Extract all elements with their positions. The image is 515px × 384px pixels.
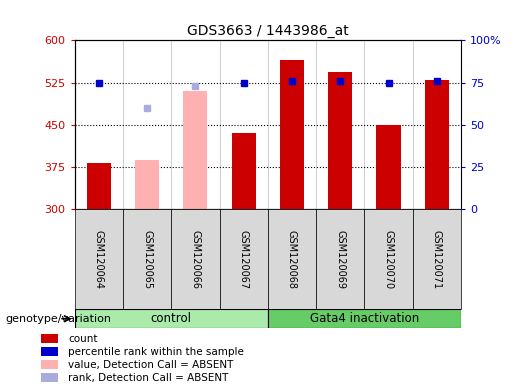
Bar — [219, 209, 268, 309]
Bar — [75, 209, 123, 309]
Text: control: control — [151, 312, 192, 325]
Bar — [268, 209, 316, 309]
Text: Gata4 inactivation: Gata4 inactivation — [310, 312, 419, 325]
Bar — [171, 209, 219, 309]
Bar — [41, 348, 58, 356]
Bar — [268, 309, 461, 328]
Text: percentile rank within the sample: percentile rank within the sample — [68, 347, 245, 357]
Bar — [41, 373, 58, 382]
Bar — [328, 73, 352, 209]
Text: GSM120069: GSM120069 — [335, 230, 345, 289]
Text: GSM120067: GSM120067 — [238, 230, 249, 289]
Text: GSM120066: GSM120066 — [191, 230, 200, 289]
Bar — [316, 209, 365, 309]
Text: GSM120068: GSM120068 — [287, 230, 297, 289]
Bar — [41, 334, 58, 343]
Text: GSM120071: GSM120071 — [432, 230, 442, 289]
Text: GSM120065: GSM120065 — [142, 230, 152, 289]
Text: value, Detection Call = ABSENT: value, Detection Call = ABSENT — [68, 359, 234, 369]
Bar — [183, 91, 208, 209]
Bar — [41, 361, 58, 369]
Title: GDS3663 / 1443986_at: GDS3663 / 1443986_at — [187, 24, 349, 38]
Text: genotype/variation: genotype/variation — [5, 314, 111, 324]
Bar — [75, 309, 268, 328]
Bar — [376, 125, 401, 209]
Bar — [135, 160, 159, 209]
Text: GSM120064: GSM120064 — [94, 230, 104, 289]
Bar — [87, 162, 111, 209]
Text: rank, Detection Call = ABSENT: rank, Detection Call = ABSENT — [68, 372, 229, 382]
Text: GSM120070: GSM120070 — [384, 230, 393, 289]
Bar — [280, 60, 304, 209]
Bar — [365, 209, 413, 309]
Bar — [413, 209, 461, 309]
Bar — [123, 209, 171, 309]
Bar — [425, 80, 449, 209]
Bar — [232, 133, 256, 209]
Text: count: count — [68, 334, 98, 344]
